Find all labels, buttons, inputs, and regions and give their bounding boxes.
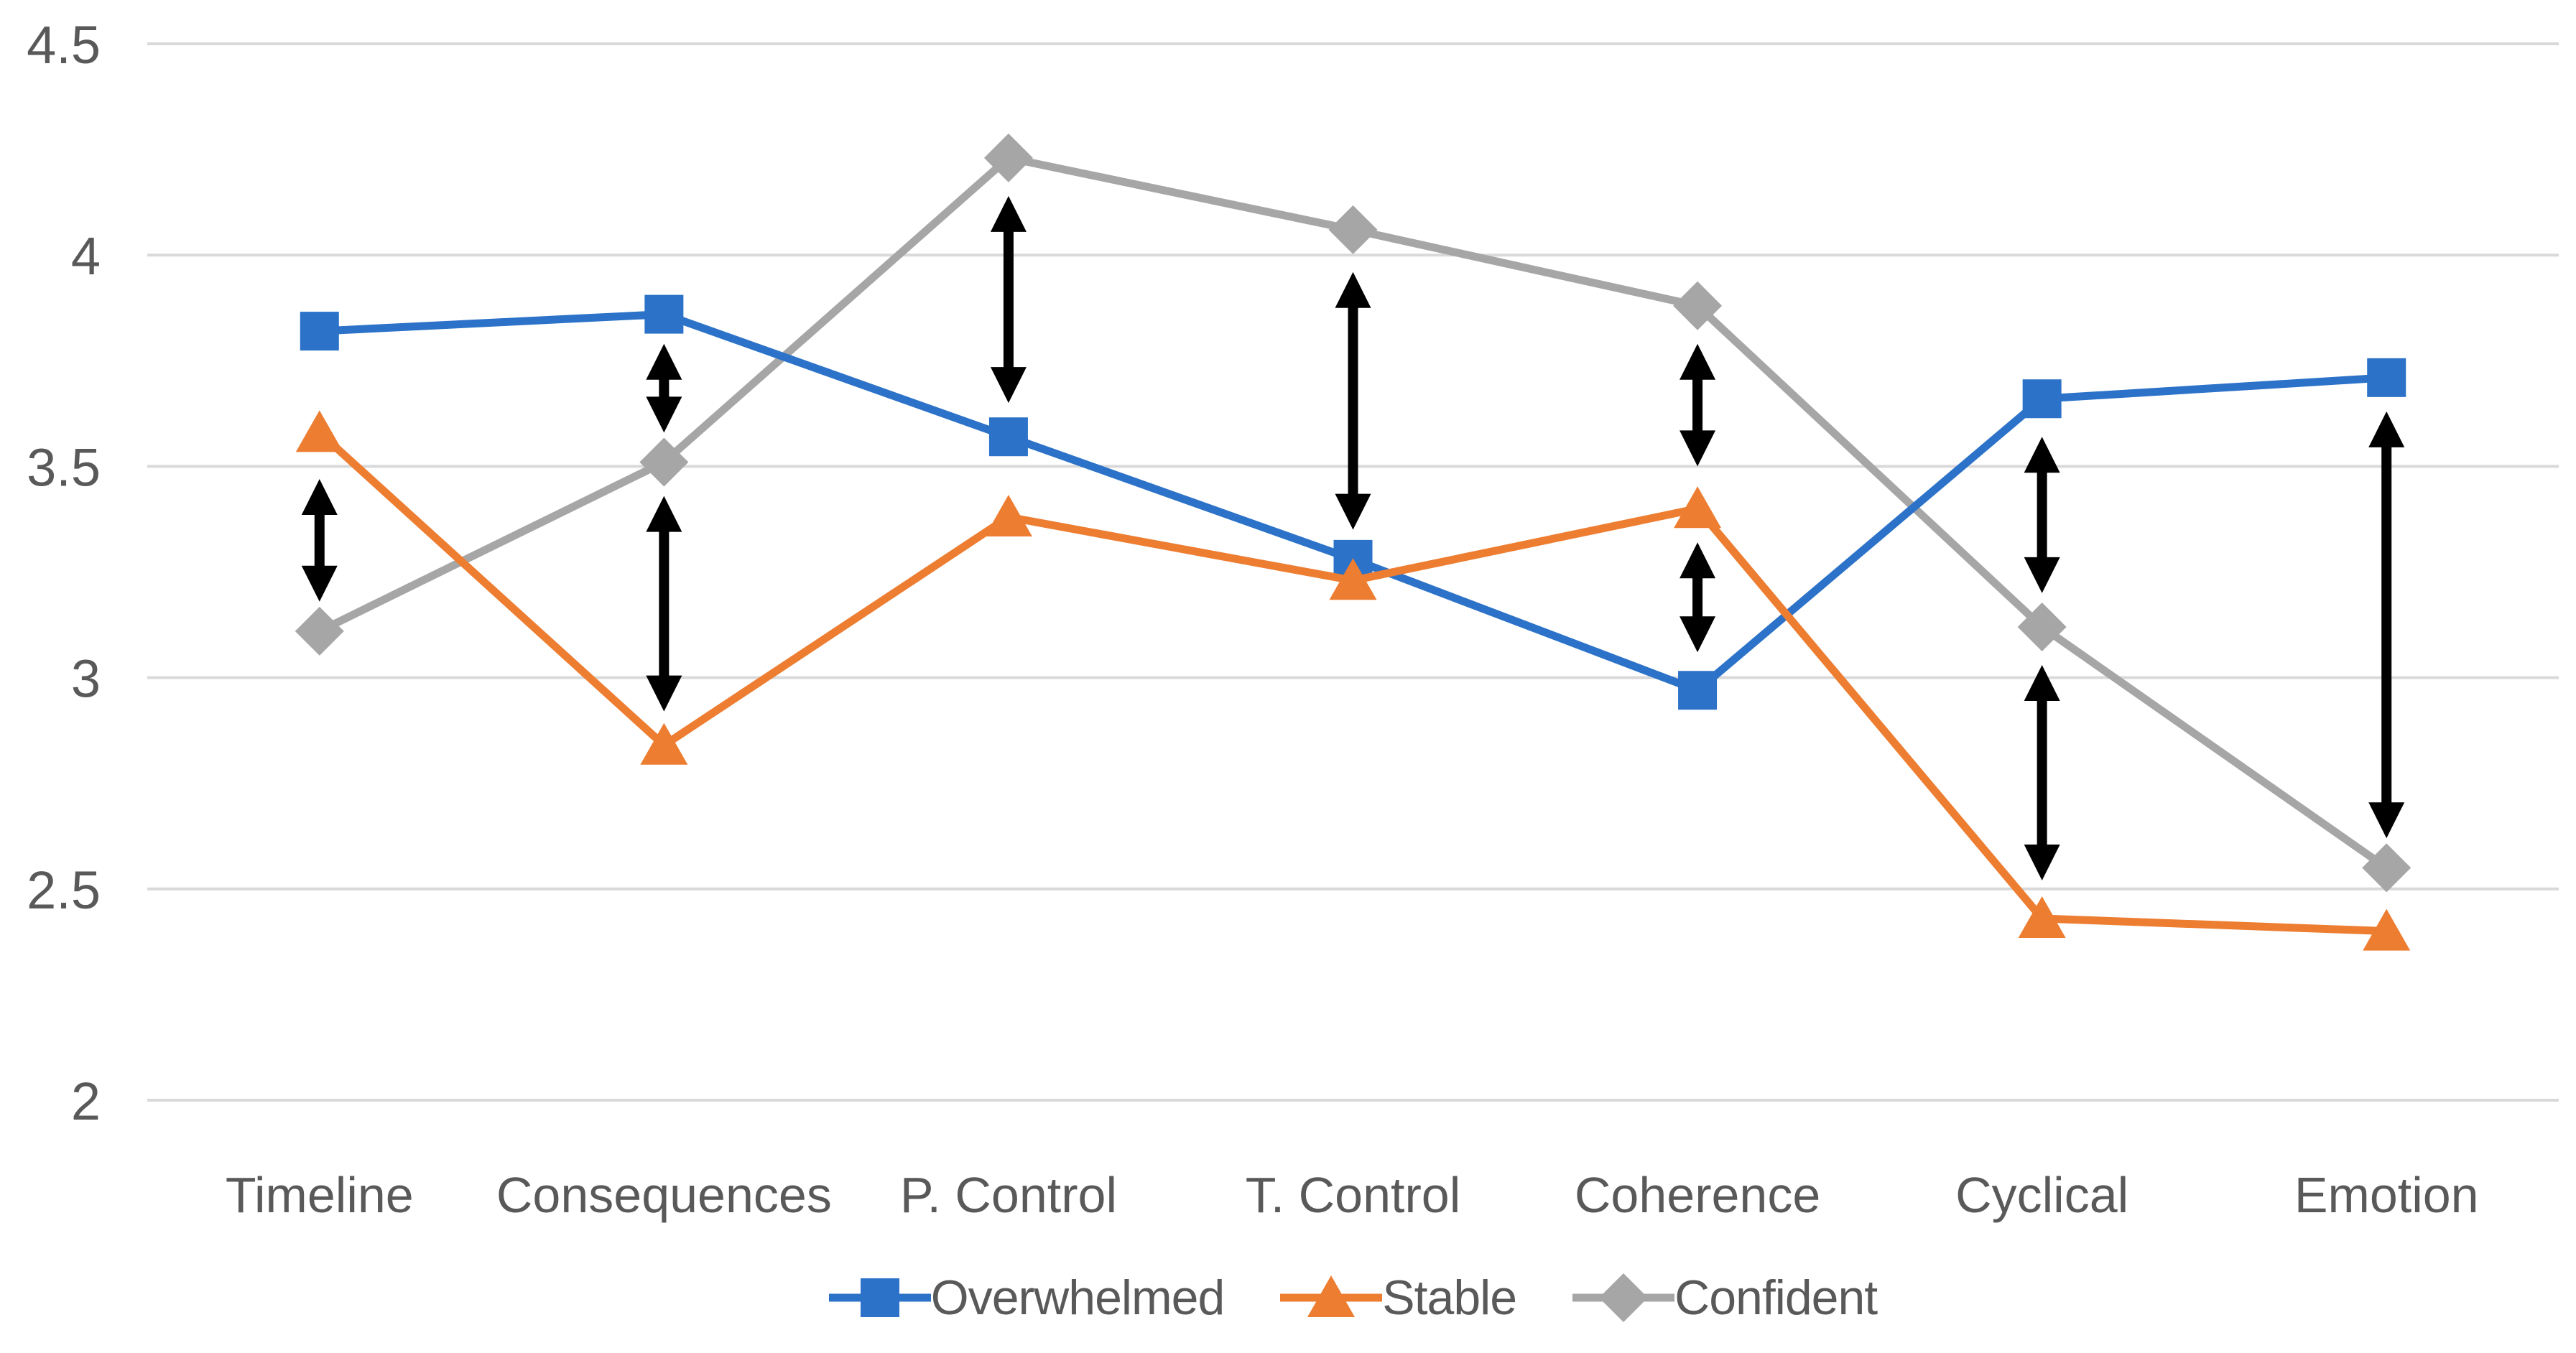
arrow-head-up: [2024, 664, 2060, 701]
series-stable: [295, 410, 2411, 951]
arrow-head-down: [1335, 493, 1371, 530]
x-category-label: Emotion: [2294, 1167, 2479, 1223]
legend-label: Stable: [1382, 1270, 1517, 1325]
difference-arrow: [646, 496, 682, 712]
data-point-marker-diamond: [1673, 281, 1723, 330]
data-point-marker-diamond: [2017, 602, 2067, 651]
y-tick-label: 3: [71, 649, 101, 709]
data-point-marker-triangle: [640, 722, 688, 765]
difference-arrows-group: [301, 195, 2405, 881]
arrow-head-up: [301, 479, 338, 516]
data-point-marker-square: [300, 312, 339, 351]
x-category-label: Coherence: [1575, 1167, 1820, 1223]
legend-label: Confident: [1674, 1270, 1878, 1325]
data-point-marker-diamond: [1328, 205, 1378, 254]
arrow-head-up: [2024, 437, 2060, 473]
data-point-marker-square: [1678, 671, 1718, 710]
difference-arrow: [1680, 343, 1716, 467]
y-tick-label: 4.5: [27, 15, 101, 75]
arrow-head-down: [2024, 557, 2060, 593]
difference-arrow: [990, 195, 1027, 404]
y-tick-label: 2.5: [27, 860, 101, 920]
data-point-marker-triangle: [1307, 1275, 1356, 1317]
data-point-marker-diamond: [295, 606, 344, 656]
data-point-marker-square: [644, 294, 684, 334]
data-point-marker-diamond: [639, 437, 689, 487]
data-point-marker-square: [988, 417, 1028, 457]
arrow-head-up: [646, 496, 682, 532]
arrow-head-up: [990, 195, 1027, 232]
x-axis-category-labels: Timeline Consequences P. Control T. Control…: [226, 1167, 2479, 1223]
legend-marker-diamond-icon: [1572, 1273, 1675, 1322]
difference-arrow: [2024, 664, 2060, 881]
y-tick-label: 3.5: [27, 437, 101, 497]
chart-legend: Overwhelmed Stable Confident: [147, 1258, 2559, 1337]
data-point-marker-triangle: [984, 495, 1032, 537]
arrow-head-down: [990, 367, 1027, 404]
arrow-head-down: [1680, 430, 1716, 467]
arrow-head-down: [646, 396, 682, 433]
x-category-label: Consequences: [496, 1167, 832, 1223]
x-category-label: Cyclical: [1955, 1167, 2128, 1223]
legend-marker-square-icon: [828, 1278, 931, 1317]
legend-label: Overwhelmed: [930, 1270, 1225, 1325]
arrow-head-up: [646, 343, 682, 380]
data-point-marker-diamond: [1599, 1273, 1649, 1322]
data-point-marker-triangle: [1329, 558, 1377, 600]
arrow-head-up: [1680, 343, 1716, 380]
legend-item-overwhelmed: Overwhelmed: [828, 1265, 1225, 1331]
data-point-marker-triangle: [2018, 896, 2066, 938]
y-tick-label: 2: [71, 1071, 101, 1131]
legend-item-stable: Stable: [1280, 1265, 1517, 1331]
difference-arrow: [1680, 542, 1716, 653]
x-category-label: Timeline: [226, 1167, 414, 1223]
legend-item-confident: Confident: [1572, 1265, 1878, 1331]
data-point-marker-square: [2022, 379, 2062, 419]
data-point-marker-diamond: [983, 133, 1033, 182]
y-axis-tick-labels: 4.5 4 3.5 3 2.5 2: [27, 15, 101, 1131]
arrow-head-down: [1680, 616, 1716, 653]
arrow-head-down: [2368, 802, 2405, 839]
data-point-marker-diamond: [2362, 843, 2411, 893]
series-confident: [295, 133, 2411, 893]
difference-arrow: [2368, 411, 2405, 839]
arrow-head-up: [2368, 411, 2405, 447]
data-point-marker-triangle: [295, 410, 343, 452]
x-category-label: T. Control: [1246, 1167, 1461, 1223]
difference-arrow: [2024, 437, 2060, 593]
arrow-head-up: [1680, 542, 1716, 579]
arrow-head-down: [301, 565, 338, 602]
arrow-head-down: [646, 675, 682, 712]
data-point-marker-square: [860, 1278, 899, 1317]
difference-arrow: [301, 479, 338, 602]
legend-marker-triangle-icon: [1280, 1275, 1383, 1317]
difference-arrow: [646, 343, 682, 433]
data-point-marker-square: [2367, 358, 2406, 397]
data-point-marker-triangle: [1674, 486, 1722, 529]
arrow-head-up: [1335, 271, 1371, 308]
data-point-marker-triangle: [2363, 908, 2411, 951]
x-category-label: P. Control: [900, 1167, 1117, 1223]
y-tick-label: 4: [71, 226, 101, 286]
difference-arrow: [1335, 271, 1371, 530]
arrow-head-down: [2024, 845, 2060, 881]
